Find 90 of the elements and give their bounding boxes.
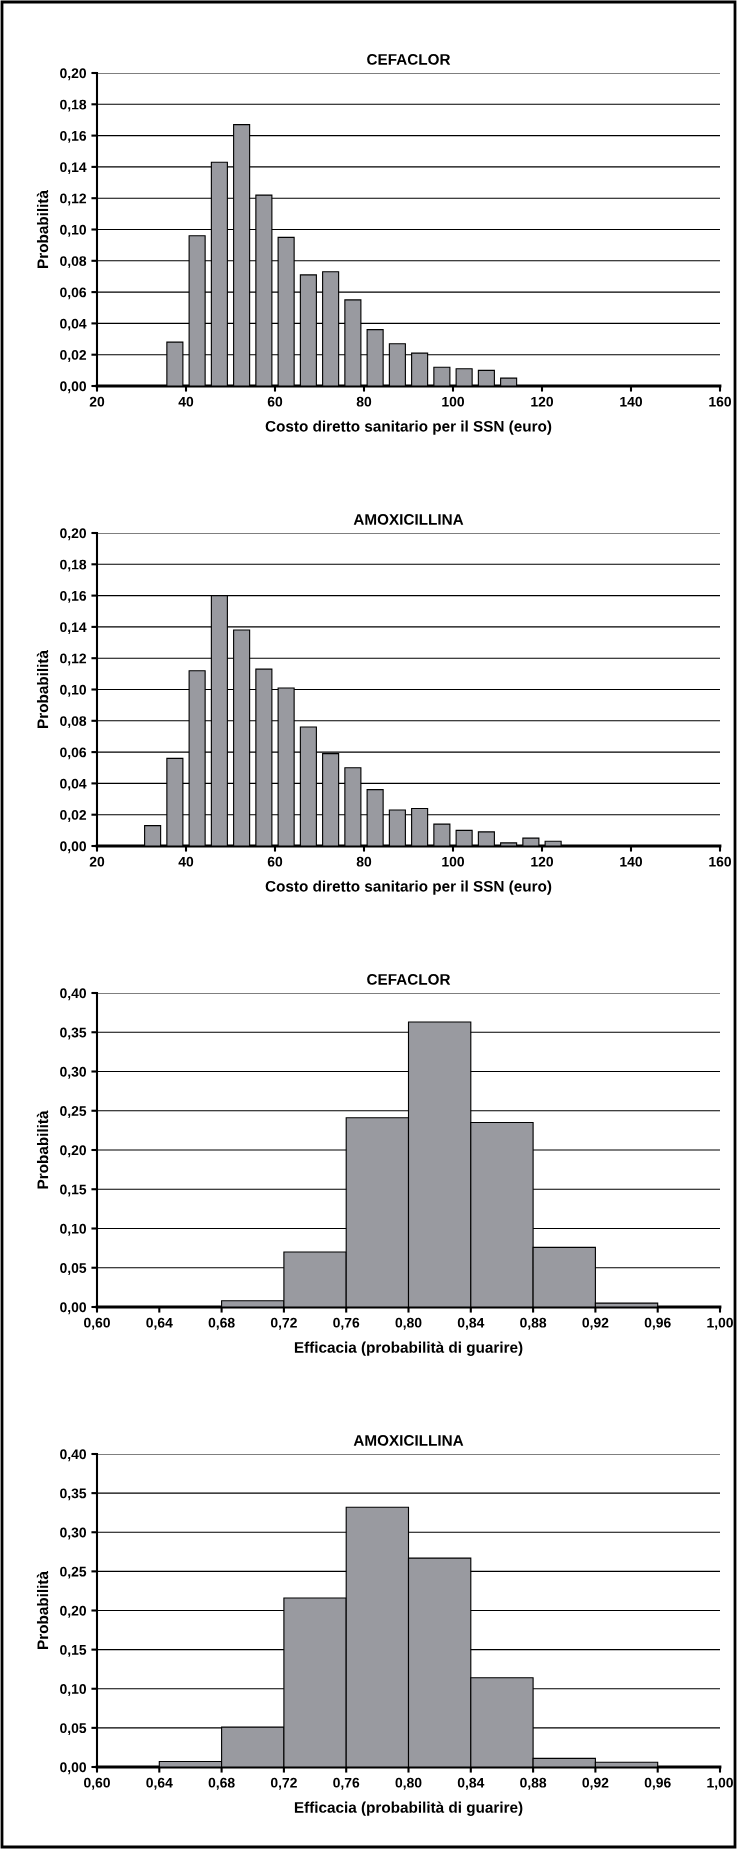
y-tick-label: 0,00 [60, 1762, 87, 1775]
y-tick-label: 0,08 [60, 716, 87, 728]
y-tick-label: 0,00 [60, 841, 87, 854]
x-tick-label: 1,00 [707, 1317, 733, 1330]
y-tick-label: 0,16 [60, 590, 87, 603]
y-tick-label: 0,02 [60, 350, 87, 362]
x-tick-label: 0,64 [146, 1317, 173, 1330]
x-tick-label: 140 [620, 396, 643, 407]
x-axis-title: Efficacia (probabilità di guarire) [294, 1801, 523, 1816]
x-tick-label: 120 [531, 396, 554, 407]
x-tick-label: 0,64 [146, 1777, 173, 1790]
y-tick-label: 0,18 [60, 99, 87, 112]
x-axis-title: Costo diretto sanitario per il SSN (euro) [265, 880, 552, 895]
y-tick-label: 0,30 [60, 1527, 87, 1540]
x-tick-label: 0,84 [457, 1777, 485, 1790]
chart-title: CEFACLOR [367, 54, 451, 65]
y-tick-label: 0,05 [60, 1263, 87, 1275]
y-tick-label: 0,08 [60, 256, 87, 268]
y-axis-title: Probabilità [36, 189, 49, 268]
y-tick-label: 0,25 [60, 1566, 87, 1579]
x-tick-label: 0,80 [395, 1317, 422, 1330]
y-tick-label: 0,06 [60, 747, 87, 760]
x-tick-label: 100 [442, 396, 465, 407]
x-axis-title: Efficacia (probabilità di guarire) [294, 1341, 523, 1356]
x-tick-label: 80 [356, 396, 372, 407]
y-tick-label: 0,30 [60, 1066, 87, 1079]
y-tick-label: 0,00 [60, 381, 87, 394]
y-tick-label: 0,10 [60, 1684, 87, 1696]
x-tick-label: 60 [267, 856, 283, 867]
x-tick-label: 0,60 [84, 1777, 110, 1790]
y-tick-label: 0,10 [60, 224, 87, 237]
x-tick-label: 160 [709, 856, 732, 867]
chart-title: CEFACLOR [367, 974, 451, 985]
y-axis-title: Probabilità [36, 649, 49, 728]
y-tick-label: 0,05 [60, 1723, 87, 1736]
x-tick-label: 1,00 [707, 1777, 733, 1790]
x-tick-label: 0,92 [582, 1777, 609, 1790]
x-tick-label: 100 [442, 856, 465, 867]
x-tick-label: 140 [620, 856, 643, 867]
x-tick-label: 0,96 [644, 1317, 671, 1330]
y-tick-label: 0,10 [60, 684, 87, 697]
y-tick-label: 0,18 [60, 559, 87, 572]
y-tick-label: 0,40 [60, 988, 87, 1001]
y-tick-label: 0,10 [60, 1223, 87, 1236]
chart-title: AMOXICILLINA [353, 514, 464, 525]
chart-title: AMOXICILLINA [353, 1435, 464, 1446]
x-tick-label: 40 [178, 396, 194, 407]
x-tick-label: 60 [267, 396, 283, 407]
x-tick-label: 0,68 [208, 1777, 235, 1790]
y-tick-label: 0,14 [60, 162, 87, 175]
y-tick-label: 0,15 [60, 1644, 87, 1657]
x-tick-label: 0,72 [270, 1777, 297, 1790]
y-tick-label: 0,04 [60, 778, 87, 791]
y-tick-label: 0,40 [60, 1449, 87, 1462]
y-tick-label: 0,14 [60, 622, 87, 635]
x-tick-label: 0,60 [84, 1317, 110, 1330]
x-tick-label: 0,72 [270, 1317, 297, 1330]
y-tick-label: 0,20 [60, 1605, 87, 1618]
y-tick-label: 0,02 [60, 810, 87, 822]
x-tick-label: 0,76 [333, 1777, 360, 1790]
x-tick-label: 120 [531, 856, 554, 867]
y-tick-label: 0,35 [60, 1488, 87, 1501]
x-tick-label: 0,88 [520, 1777, 547, 1790]
x-tick-label: 160 [709, 396, 732, 407]
y-tick-label: 0,12 [60, 193, 87, 206]
x-tick-label: 80 [356, 856, 372, 867]
x-axis-title: Costo diretto sanitario per il SSN (euro) [265, 420, 552, 435]
y-tick-label: 0,00 [60, 1302, 87, 1315]
y-tick-label: 0,04 [60, 318, 87, 331]
x-tick-label: 20 [89, 396, 105, 407]
x-tick-label: 0,68 [208, 1317, 235, 1330]
y-tick-label: 0,20 [60, 1145, 87, 1158]
y-tick-label: 0,12 [60, 653, 87, 666]
y-axis-title: Probabilità [36, 1110, 49, 1189]
x-tick-label: 0,84 [457, 1317, 485, 1330]
y-tick-label: 0,20 [60, 68, 87, 81]
y-tick-label: 0,15 [60, 1184, 87, 1197]
x-tick-label: 20 [89, 856, 105, 867]
x-tick-label: 40 [178, 856, 194, 867]
y-tick-label: 0,16 [60, 130, 87, 143]
x-tick-label: 0,92 [582, 1317, 609, 1330]
y-tick-label: 0,25 [60, 1106, 87, 1118]
y-tick-label: 0,06 [60, 287, 87, 300]
y-tick-label: 0,35 [60, 1027, 87, 1040]
x-tick-label: 0,76 [333, 1317, 360, 1330]
x-tick-label: 0,80 [395, 1777, 422, 1790]
x-tick-label: 0,88 [520, 1317, 547, 1330]
y-axis-title: Probabilità [36, 1570, 49, 1649]
y-tick-label: 0,20 [60, 528, 87, 541]
x-tick-label: 0,96 [644, 1777, 671, 1790]
